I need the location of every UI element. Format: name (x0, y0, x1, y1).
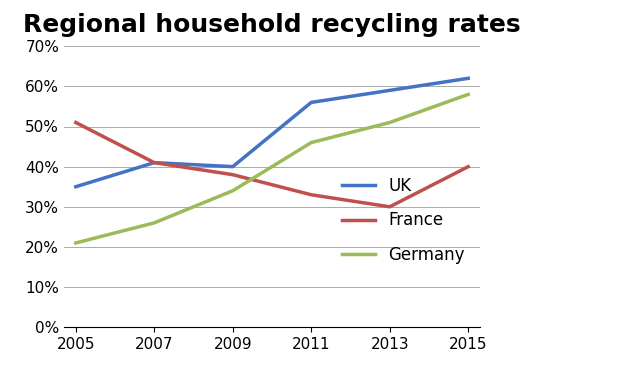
Germany (307, 140, 315, 145)
France (150, 160, 158, 165)
Germany (229, 188, 237, 193)
Legend: UK, France, Germany: UK, France, Germany (335, 170, 472, 271)
Germany (465, 92, 472, 97)
Germany (72, 241, 79, 245)
UK (229, 164, 237, 169)
France (465, 164, 472, 169)
France (229, 172, 237, 177)
Line: France: France (76, 122, 468, 207)
UK (386, 88, 394, 93)
France (307, 192, 315, 197)
Line: UK: UK (76, 78, 468, 187)
UK (72, 184, 79, 189)
UK (465, 76, 472, 80)
UK (307, 100, 315, 105)
Title: Regional household recycling rates: Regional household recycling rates (23, 13, 521, 37)
France (72, 120, 79, 125)
Line: Germany: Germany (76, 94, 468, 243)
UK (150, 160, 158, 165)
Germany (150, 221, 158, 225)
France (386, 204, 394, 209)
Germany (386, 120, 394, 125)
